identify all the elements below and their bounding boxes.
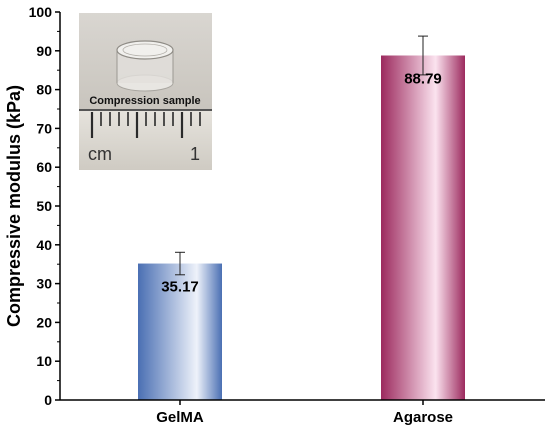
y-tick-label: 70: [36, 120, 52, 136]
axes: 0 10 20 30 40 50 60 70 80 90 100 GelMA Agarose: [29, 4, 545, 426]
bar-gelma: [138, 263, 222, 400]
y-axis-title: Compressive modulus (kPa): [4, 85, 24, 327]
ruler-icon: cm 1: [79, 109, 212, 170]
x-tick-label-agarose: Agarose: [393, 409, 453, 426]
y-tick-label: 100: [29, 4, 53, 20]
y-tick-label: 10: [36, 353, 52, 369]
x-ticks: GelMA Agarose: [156, 400, 453, 426]
x-tick-label-gelma: GelMA: [156, 409, 204, 426]
sample-cylinder-icon: [116, 40, 174, 92]
y-tick-label: 0: [44, 392, 52, 408]
y-tick-label: 20: [36, 314, 52, 330]
y-tick-label: 90: [36, 43, 52, 59]
y-ticks: 0 10 20 30 40 50 60 70 80 90 100: [29, 4, 60, 408]
ruler-number-label: 1: [190, 144, 200, 164]
inset-photo: cm 1 Compression sample: [79, 13, 212, 170]
ruler-unit-label: cm: [88, 144, 112, 164]
bar-agarose: [381, 55, 465, 400]
inset-caption: Compression sample: [89, 95, 200, 107]
data-label-gelma: 35.17: [161, 279, 199, 296]
y-tick-label: 80: [36, 82, 52, 98]
y-tick-label: 50: [36, 198, 52, 214]
data-label-agarose: 88.79: [404, 70, 442, 87]
bars-group: 35.17 88.79: [138, 35, 465, 400]
y-tick-label: 60: [36, 159, 52, 175]
y-tick-label: 30: [36, 276, 52, 292]
y-tick-label: 40: [36, 237, 52, 253]
